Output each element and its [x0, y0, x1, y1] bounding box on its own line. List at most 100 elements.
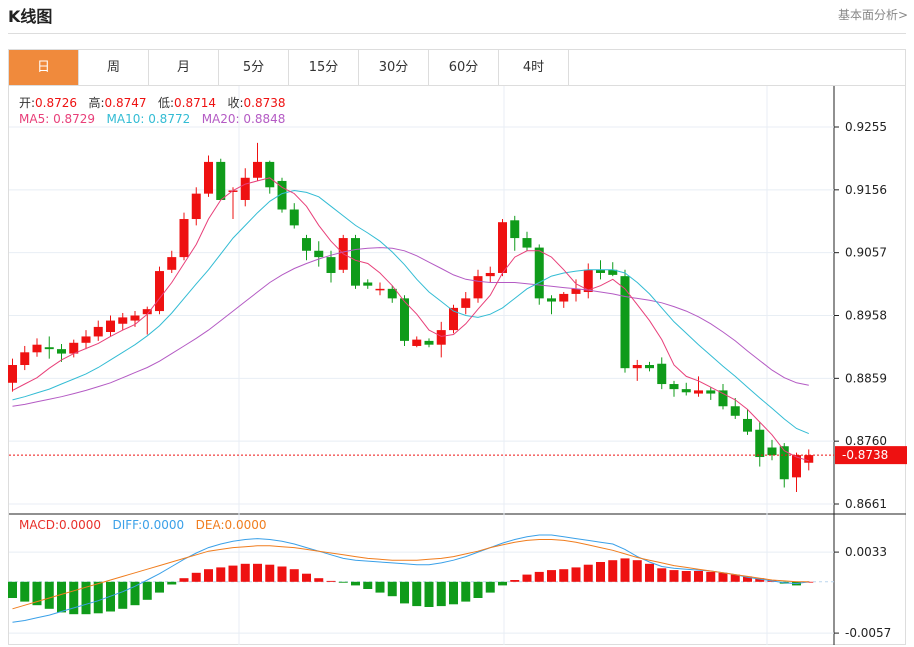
ma-lines — [9, 177, 834, 462]
candle — [645, 361, 654, 372]
macd-bar — [314, 578, 324, 582]
candle — [485, 266, 495, 283]
candle — [412, 336, 422, 348]
last-price-label: -0.8738 — [842, 448, 888, 462]
header: K线图 基本面分析> — [0, 0, 914, 30]
candle-body — [436, 330, 446, 345]
macd-bar — [387, 581, 397, 597]
candle-body — [596, 269, 605, 273]
price-tick-label: 0.8661 — [845, 497, 887, 511]
macd-bar — [436, 581, 446, 607]
tab-30min[interactable]: 30分 — [359, 50, 429, 85]
candle-body — [498, 222, 507, 273]
macd-bar — [583, 564, 593, 582]
tab-60min[interactable]: 60分 — [429, 50, 499, 85]
macd-bar — [718, 572, 728, 582]
candle-body — [534, 247, 544, 299]
candle — [204, 155, 213, 197]
candle-body — [8, 365, 17, 383]
candle-body — [81, 336, 91, 343]
candle-body — [289, 209, 299, 226]
price-tick-label: 0.9255 — [845, 120, 887, 134]
macd-bar — [81, 581, 91, 615]
candle — [718, 384, 728, 410]
tab-15min[interactable]: 15分 — [289, 50, 359, 85]
candle — [387, 285, 397, 303]
candle-body — [57, 349, 66, 354]
candle — [191, 187, 201, 226]
macd-bar — [424, 581, 434, 607]
candle-body — [253, 161, 262, 178]
macd-bar — [608, 560, 618, 582]
high-label: 高: — [88, 96, 105, 110]
macd-bar — [461, 581, 471, 602]
tab-day[interactable]: 日 — [9, 50, 79, 85]
macd-bar — [191, 572, 201, 582]
macd-bar — [253, 563, 262, 582]
candle — [792, 452, 801, 492]
candle — [44, 336, 54, 359]
candle — [767, 439, 777, 461]
macd-bar — [510, 580, 520, 582]
fundamental-analysis-link[interactable]: 基本面分析> — [837, 8, 908, 22]
macd-bar — [730, 574, 740, 582]
diff-value: 0.0000 — [142, 518, 185, 532]
candle-body — [216, 161, 226, 200]
close-label: 收: — [227, 96, 244, 110]
candle-body — [302, 238, 311, 251]
tab-5min[interactable]: 5分 — [219, 50, 289, 85]
candle — [620, 269, 630, 373]
candle — [779, 443, 789, 488]
candle-body — [375, 288, 385, 291]
candle — [228, 187, 238, 220]
macd-bar — [338, 581, 348, 583]
candle-body — [351, 238, 360, 286]
candle-body — [106, 320, 115, 333]
candle — [755, 422, 765, 467]
candle — [559, 292, 569, 308]
candle-body — [363, 282, 373, 286]
ma10-line — [12, 189, 809, 435]
candle — [69, 339, 79, 358]
last-price-badge — [835, 446, 907, 465]
candle-body — [473, 276, 483, 299]
candle — [547, 295, 556, 315]
macd-bar — [694, 571, 703, 582]
tab-week[interactable]: 周 — [79, 50, 149, 85]
candle-body — [694, 390, 703, 394]
macd-lines — [12, 534, 809, 623]
candle-body — [547, 298, 556, 302]
candle-body — [681, 389, 691, 393]
macd-bar — [534, 571, 544, 582]
candle-body — [608, 269, 618, 275]
candle-body — [204, 161, 213, 194]
candle-body — [118, 317, 128, 324]
candle-body — [485, 272, 495, 277]
macd-bar — [155, 581, 164, 593]
macd-bar — [706, 571, 716, 582]
candle — [265, 160, 275, 194]
candle-body — [44, 347, 54, 350]
chart-frame — [8, 85, 906, 645]
candle-body — [179, 219, 189, 258]
candle — [93, 320, 103, 341]
candle — [449, 304, 458, 334]
candle — [743, 409, 752, 435]
macd-bar — [351, 581, 360, 586]
candle-body — [228, 190, 238, 192]
candle — [216, 158, 226, 200]
ma5-legend: MA5: 0.8729 — [19, 112, 95, 126]
tab-4hour[interactable]: 4时 — [499, 50, 569, 85]
candle — [681, 382, 691, 396]
tab-month[interactable]: 月 — [149, 50, 219, 85]
macd-bar — [326, 580, 336, 582]
candle — [118, 312, 128, 331]
candle — [277, 177, 287, 213]
candle — [669, 380, 679, 397]
candle — [57, 344, 66, 362]
candle — [314, 241, 324, 267]
diff-line — [12, 534, 809, 623]
macd-bar — [498, 581, 507, 586]
dea-value: 0.0000 — [224, 518, 267, 532]
